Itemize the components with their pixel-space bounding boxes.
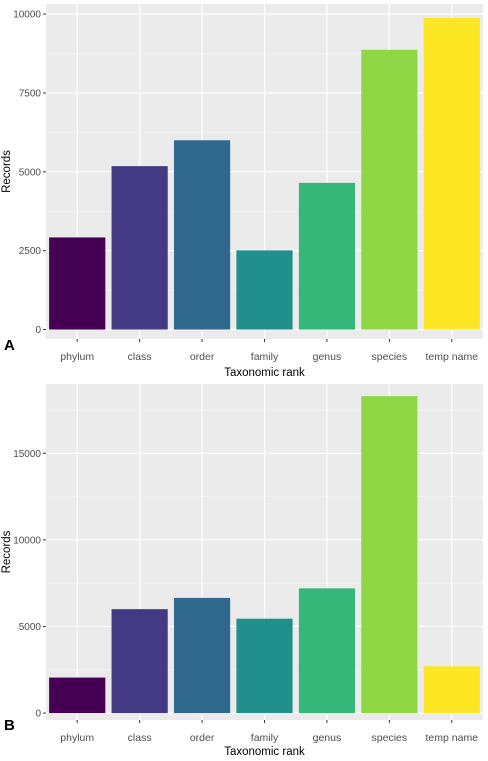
bar-family	[236, 250, 293, 330]
x-tick-label: family	[251, 351, 279, 363]
panel-label: B	[4, 717, 15, 734]
x-tick-label: genus	[313, 732, 342, 744]
bar-order	[173, 597, 231, 714]
y-axis-title: Records	[1, 530, 13, 573]
y-tick-label: 10000	[13, 535, 41, 546]
x-axis-title: Taxonomic rank	[224, 746, 305, 756]
bar-temp-name	[423, 17, 480, 330]
bar-species	[361, 396, 418, 714]
x-tick-label: phylum	[60, 732, 94, 744]
x-tick-label: family	[251, 732, 279, 744]
y-tick-label: 7500	[19, 88, 42, 99]
y-tick-label: 5000	[19, 622, 42, 633]
y-tick-label: 10000	[13, 10, 41, 21]
x-tick-label: species	[372, 732, 408, 744]
x-tick-label: temp name	[426, 351, 479, 363]
y-tick-label: 5000	[19, 167, 42, 178]
bar-genus	[298, 588, 356, 714]
x-tick-label: phylum	[60, 351, 94, 363]
x-tick-label: order	[190, 351, 215, 363]
bar-species	[361, 49, 418, 330]
bar-order	[173, 140, 231, 330]
bar-class	[111, 609, 168, 714]
bar-phylum	[49, 237, 106, 330]
y-tick-label: 0	[35, 709, 41, 720]
x-tick-label: temp name	[426, 732, 479, 744]
y-tick-label: 15000	[13, 449, 41, 460]
x-tick-label: order	[190, 732, 215, 744]
bar-phylum	[49, 677, 106, 714]
x-tick-label: genus	[313, 351, 342, 363]
y-axis-title: Records	[1, 150, 13, 193]
x-axis-title: Taxonomic rank	[224, 367, 305, 379]
bar-genus	[298, 182, 356, 330]
x-tick-label: species	[372, 351, 408, 363]
x-tick-label: class	[128, 732, 152, 744]
bar-temp-name	[423, 666, 480, 714]
bar-family	[236, 618, 293, 714]
x-tick-label: class	[128, 351, 152, 363]
y-tick-label: 0	[35, 325, 41, 336]
y-tick-label: 2500	[19, 246, 42, 257]
panel-b: 0 5000 10000 15000 phylum class order family gen…	[1, 384, 483, 758]
panel-a: 0 2500 5000 7500 10000 phylum class order family…	[1, 4, 483, 379]
bar-class	[111, 166, 168, 330]
panel-label: A	[4, 337, 15, 354]
